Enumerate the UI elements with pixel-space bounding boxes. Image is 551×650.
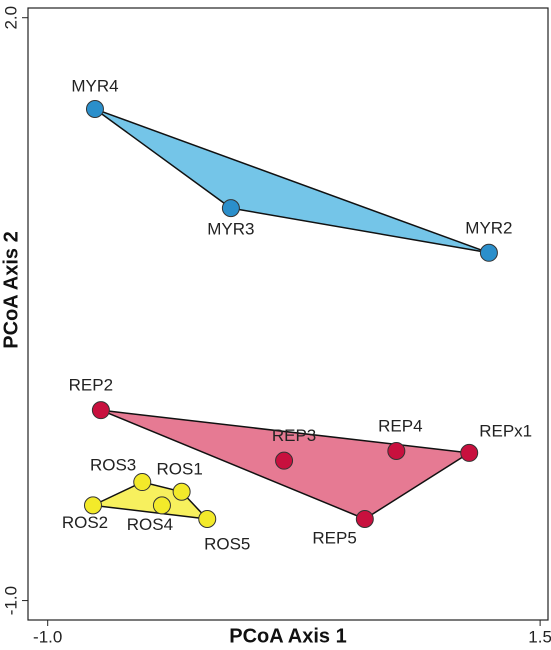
point-label: MYR4 <box>71 77 118 96</box>
point <box>387 441 406 460</box>
point <box>198 509 217 528</box>
point <box>275 451 294 470</box>
point-label: ROS3 <box>90 456 136 475</box>
point <box>84 496 102 515</box>
y-tick-label: -1.0 <box>1 586 20 615</box>
point-label: ROS4 <box>127 515 173 534</box>
y-axis-title: PCoA Axis 2 <box>0 231 22 348</box>
point <box>85 100 104 119</box>
point-label: REP4 <box>378 416 422 435</box>
x-tick-label: -1.0 <box>33 627 62 646</box>
point <box>133 473 152 492</box>
point-label: ROS1 <box>156 459 202 478</box>
point-label: ROS5 <box>204 534 250 553</box>
plot-frame <box>27 7 549 621</box>
point-label: REP3 <box>272 426 316 445</box>
point <box>221 199 240 218</box>
point-label: REP5 <box>312 528 356 547</box>
point-label: ROS2 <box>62 513 108 532</box>
point-label: REP2 <box>69 376 113 395</box>
point <box>152 496 171 515</box>
point <box>460 443 479 462</box>
y-tick-label: 2.0 <box>1 6 20 30</box>
point <box>91 401 110 420</box>
point <box>355 509 374 528</box>
point <box>172 482 191 501</box>
x-tick-label: 1.5 <box>528 627 551 646</box>
point-label: MYR3 <box>207 220 254 239</box>
hull <box>94 108 490 254</box>
point-label: REPx1 <box>479 421 532 440</box>
point <box>479 243 498 262</box>
point-label: MYR2 <box>465 218 512 237</box>
x-axis-title: PCoA Axis 1 <box>229 625 346 647</box>
hull <box>90 481 210 520</box>
